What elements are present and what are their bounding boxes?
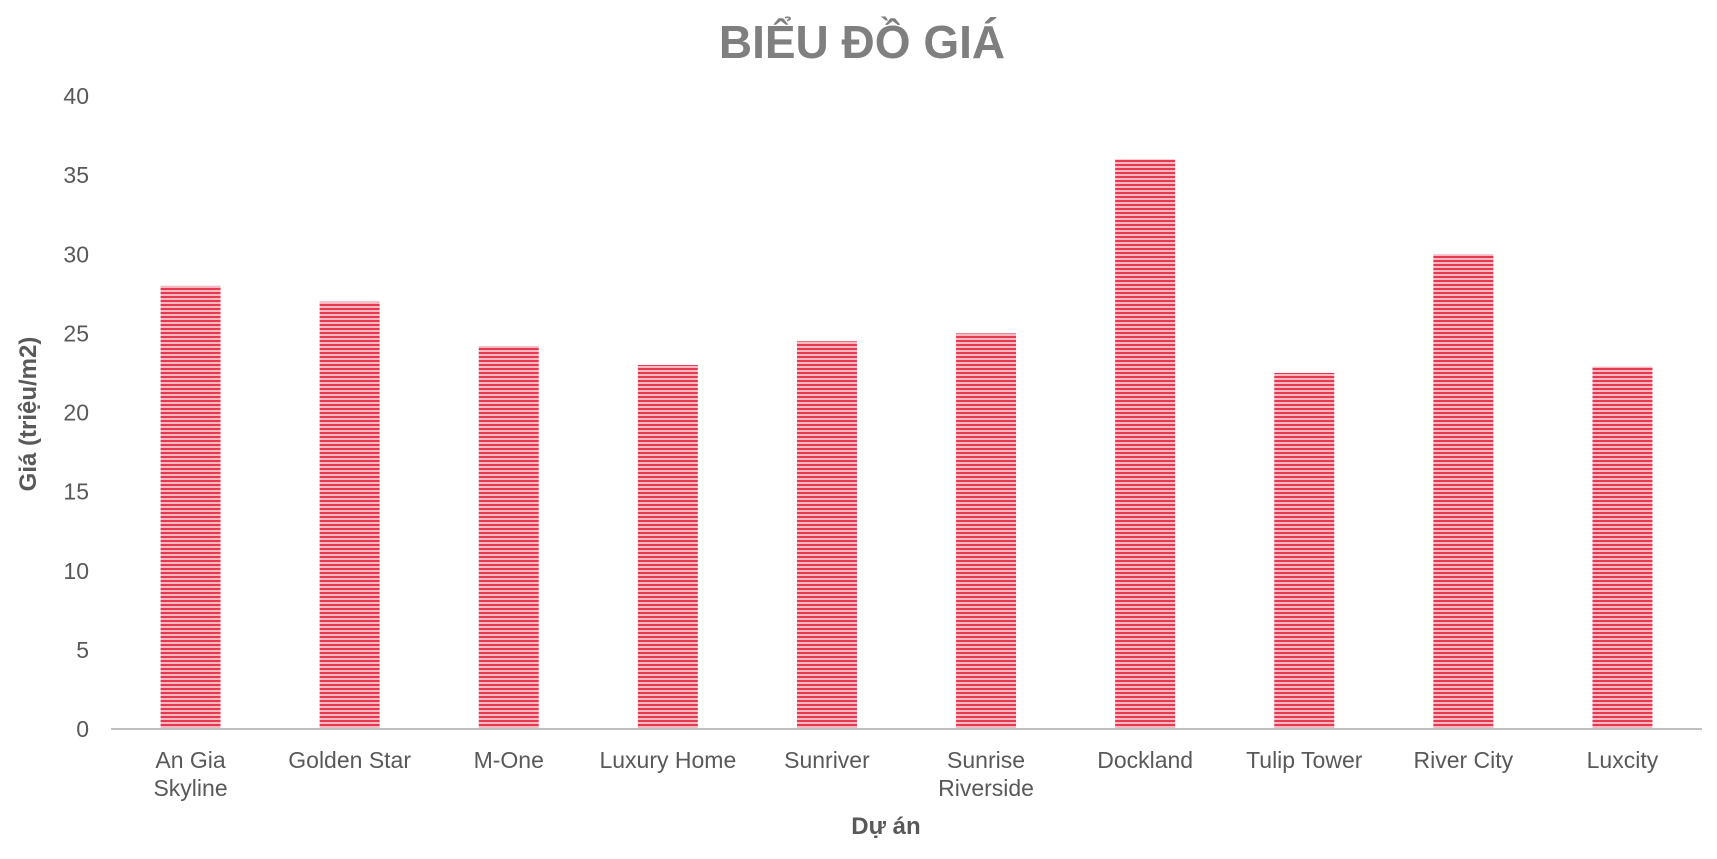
y-axis-ticks: 0 5 10 15 20 25 30 35 40 [63, 83, 89, 742]
y-tick-label: 25 [63, 320, 89, 346]
x-category-label: River City [1414, 747, 1514, 773]
chart-title: BIỂU ĐỒ GIÁ [719, 16, 1005, 68]
x-category-label: M-One [474, 747, 544, 773]
bar [796, 341, 857, 729]
x-category-label: Sunriver [784, 747, 870, 773]
bar [1274, 372, 1335, 729]
x-category-label: Sunrise Riverside [938, 747, 1034, 801]
y-tick-label: 15 [63, 479, 89, 505]
y-axis-title: Giá (triệu/m2) [15, 337, 42, 492]
bars [160, 159, 1653, 730]
bar [1592, 366, 1653, 729]
x-axis-categories: An Gia Skyline Golden Star M-One Luxury Home… [153, 747, 1658, 801]
y-tick-label: 30 [63, 241, 89, 267]
bar [637, 365, 698, 729]
y-tick-label: 10 [63, 558, 89, 584]
x-category-label: Luxcity [1587, 747, 1659, 773]
y-tick-label: 20 [63, 400, 89, 426]
bar [478, 346, 539, 729]
x-axis-title: Dự án [851, 813, 920, 840]
bar [1115, 159, 1176, 730]
y-tick-label: 40 [63, 83, 89, 109]
y-tick-label: 35 [63, 162, 89, 188]
x-category-label: An Gia Skyline [153, 747, 227, 801]
bar [1433, 254, 1494, 729]
bar [160, 285, 221, 729]
bar [319, 301, 380, 729]
y-tick-label: 0 [76, 716, 89, 742]
y-tick-label: 5 [76, 637, 89, 663]
x-category-label: Tulip Tower [1246, 747, 1363, 773]
x-category-label: Dockland [1097, 747, 1193, 773]
bar [956, 333, 1017, 729]
x-category-label: Luxury Home [599, 747, 736, 773]
x-category-label: Golden Star [288, 747, 411, 773]
